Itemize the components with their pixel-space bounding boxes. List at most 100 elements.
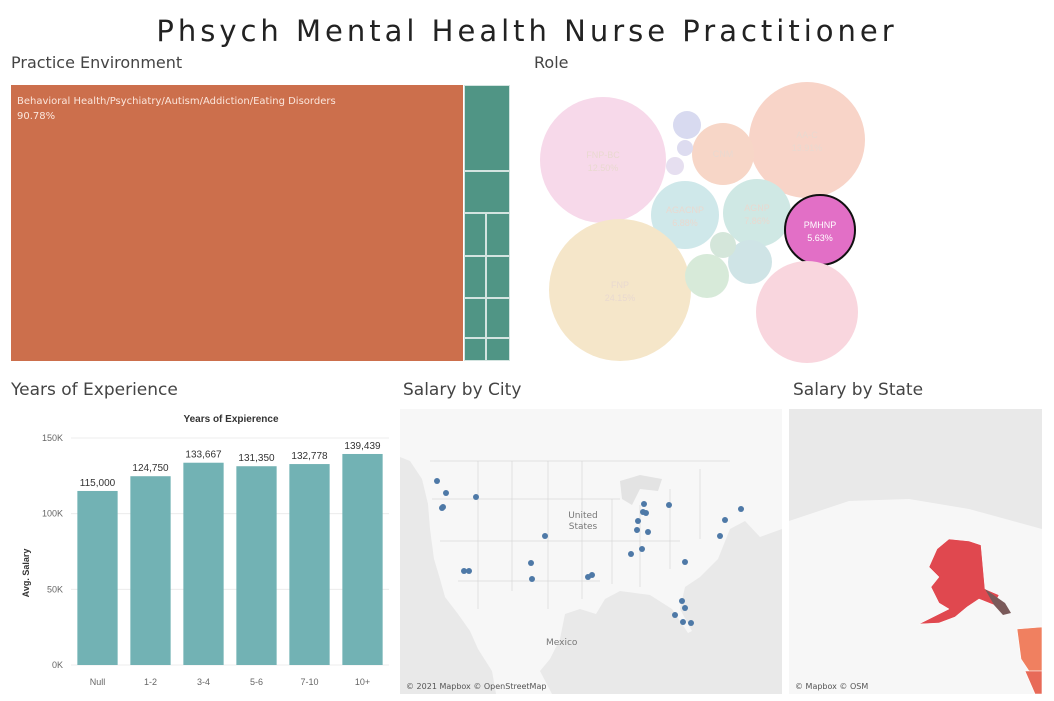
state-california[interactable] xyxy=(1024,670,1042,694)
city-marker[interactable] xyxy=(461,568,467,574)
city-marker[interactable] xyxy=(688,620,694,626)
role-title: Role xyxy=(534,53,569,72)
role-bubble-cnm[interactable]: CNM xyxy=(692,123,754,185)
role-bubble-fnp[interactable]: FNP 24.15% xyxy=(549,219,691,361)
city-marker[interactable] xyxy=(473,494,479,500)
city-marker[interactable] xyxy=(679,598,685,604)
treemap-cell-behavioral-health[interactable]: Behavioral Health/Psychiatry/Autism/Addi… xyxy=(11,85,464,361)
bubble-label: AGNP xyxy=(744,203,770,213)
city-marker[interactable] xyxy=(722,517,728,523)
role-bubble[interactable] xyxy=(756,261,858,363)
treemap-cell-other[interactable] xyxy=(486,213,510,256)
city-marker[interactable] xyxy=(666,502,672,508)
bubble-circle[interactable] xyxy=(549,219,691,361)
role-bubble-pmhnp[interactable]: PMHNP 5.63% xyxy=(784,194,856,266)
city-marker[interactable] xyxy=(466,568,472,574)
bubble-value: 6.88% xyxy=(672,218,698,228)
bar-value-label: 133,667 xyxy=(185,450,222,461)
city-marker[interactable] xyxy=(717,533,723,539)
bubble-label: AA-C xyxy=(796,130,818,140)
city-marker[interactable] xyxy=(680,619,686,625)
role-bubble-chart[interactable]: FNP-BC 12.50% AA-C 13.91% CNM AGACNP 6.88% AGNP… xyxy=(535,80,865,370)
city-marker[interactable] xyxy=(635,518,641,524)
bubble-circle[interactable] xyxy=(677,140,693,156)
map-attribution[interactable]: © 2021 Mapbox © OpenStreetMap xyxy=(406,682,547,691)
city-marker[interactable] xyxy=(639,546,645,552)
bubble-circle[interactable] xyxy=(666,157,684,175)
bar-10+[interactable] xyxy=(342,453,383,665)
treemap-cell-other[interactable] xyxy=(464,85,510,171)
bubble-circle[interactable] xyxy=(749,82,865,198)
city-marker[interactable] xyxy=(443,490,449,496)
city-marker[interactable] xyxy=(528,560,534,566)
city-marker[interactable] xyxy=(682,559,688,565)
bubble-circle[interactable] xyxy=(651,181,719,249)
bubble-circle[interactable] xyxy=(710,232,736,258)
city-marker[interactable] xyxy=(738,506,744,512)
treemap-cell-other[interactable] xyxy=(464,171,510,213)
city-marker[interactable] xyxy=(439,505,445,511)
role-bubble[interactable] xyxy=(728,240,772,284)
bubble-circle[interactable] xyxy=(692,123,754,185)
treemap-cell-other[interactable] xyxy=(486,338,510,361)
city-marker[interactable] xyxy=(434,478,440,484)
city-marker[interactable] xyxy=(641,501,647,507)
y-tick-label: 0K xyxy=(52,660,63,670)
city-marker[interactable] xyxy=(672,612,678,618)
x-tick-label: 10+ xyxy=(355,677,370,687)
treemap-label-value: 90.78% xyxy=(17,111,56,122)
map-attribution[interactable]: © Mapbox © OSM xyxy=(795,682,869,691)
bubble-circle[interactable] xyxy=(673,111,701,139)
bubble-circle[interactable] xyxy=(685,254,729,298)
alaska-panhandle xyxy=(985,589,1011,615)
chart-title: Years of Expierence xyxy=(183,414,278,425)
bar-1-2[interactable] xyxy=(130,476,171,665)
city-marker[interactable] xyxy=(529,576,535,582)
experience-bar-chart[interactable]: Years of Expierence Avg. Salary 0K 50K 100… xyxy=(11,405,396,695)
role-bubble-agnp[interactable]: AGNP 7.86% xyxy=(723,179,791,247)
salary-by-city-map[interactable]: United States Mexico © 2021 Mapbox © Ope… xyxy=(400,409,782,694)
city-marker[interactable] xyxy=(628,551,634,557)
bar-Null[interactable] xyxy=(77,490,118,665)
state-alaska[interactable] xyxy=(918,538,1000,625)
bubble-circle[interactable] xyxy=(784,194,856,266)
bar-value-label: 115,000 xyxy=(80,478,116,489)
city-marker[interactable] xyxy=(682,605,688,611)
bubble-circle[interactable] xyxy=(723,179,791,247)
treemap-cell-other[interactable] xyxy=(486,298,510,338)
treemap-cell-other[interactable] xyxy=(486,256,510,298)
city-marker[interactable] xyxy=(643,510,649,516)
role-bubble-aa-c[interactable]: AA-C 13.91% xyxy=(749,82,865,198)
treemap-label-name: Behavioral Health/Psychiatry/Autism/Addi… xyxy=(17,96,336,107)
role-bubble-fnp-bc[interactable]: FNP-BC 12.50% xyxy=(540,97,666,223)
role-bubble[interactable] xyxy=(677,140,693,156)
treemap-cell-other[interactable] xyxy=(464,213,486,256)
bubble-label: FNP-BC xyxy=(586,150,620,160)
bubble-label: CNM xyxy=(713,149,734,159)
city-marker[interactable] xyxy=(542,533,548,539)
practice-environment-treemap[interactable]: Behavioral Health/Psychiatry/Autism/Addi… xyxy=(11,85,510,361)
bar-value-label: 139,439 xyxy=(344,441,381,452)
bar-5-6[interactable] xyxy=(236,466,277,665)
bubble-circle[interactable] xyxy=(728,240,772,284)
city-marker[interactable] xyxy=(634,527,640,533)
treemap-cell-other[interactable] xyxy=(464,298,486,338)
city-marker[interactable] xyxy=(589,572,595,578)
treemap-cell-other[interactable] xyxy=(464,256,486,298)
dashboard-title: Phsych Mental Health Nurse Practitioner xyxy=(156,14,898,48)
role-bubble[interactable] xyxy=(685,254,729,298)
bar-7-10[interactable] xyxy=(289,464,330,665)
role-bubble[interactable] xyxy=(710,232,736,258)
role-bubble[interactable] xyxy=(666,157,684,175)
bubble-circle[interactable] xyxy=(756,261,858,363)
bar-value-label: 124,750 xyxy=(132,463,169,474)
bubble-circle[interactable] xyxy=(540,97,666,223)
role-bubble-agacnp[interactable]: AGACNP 6.88% xyxy=(651,181,719,249)
map-label-mexico: Mexico xyxy=(546,638,578,648)
bar-3-4[interactable] xyxy=(183,462,224,665)
role-bubble[interactable] xyxy=(673,111,701,139)
salary-by-state-map[interactable]: © Mapbox © OSM xyxy=(789,409,1042,694)
treemap-cell-other[interactable] xyxy=(464,338,486,361)
bubble-value: 13.91% xyxy=(792,143,823,153)
city-marker[interactable] xyxy=(645,529,651,535)
